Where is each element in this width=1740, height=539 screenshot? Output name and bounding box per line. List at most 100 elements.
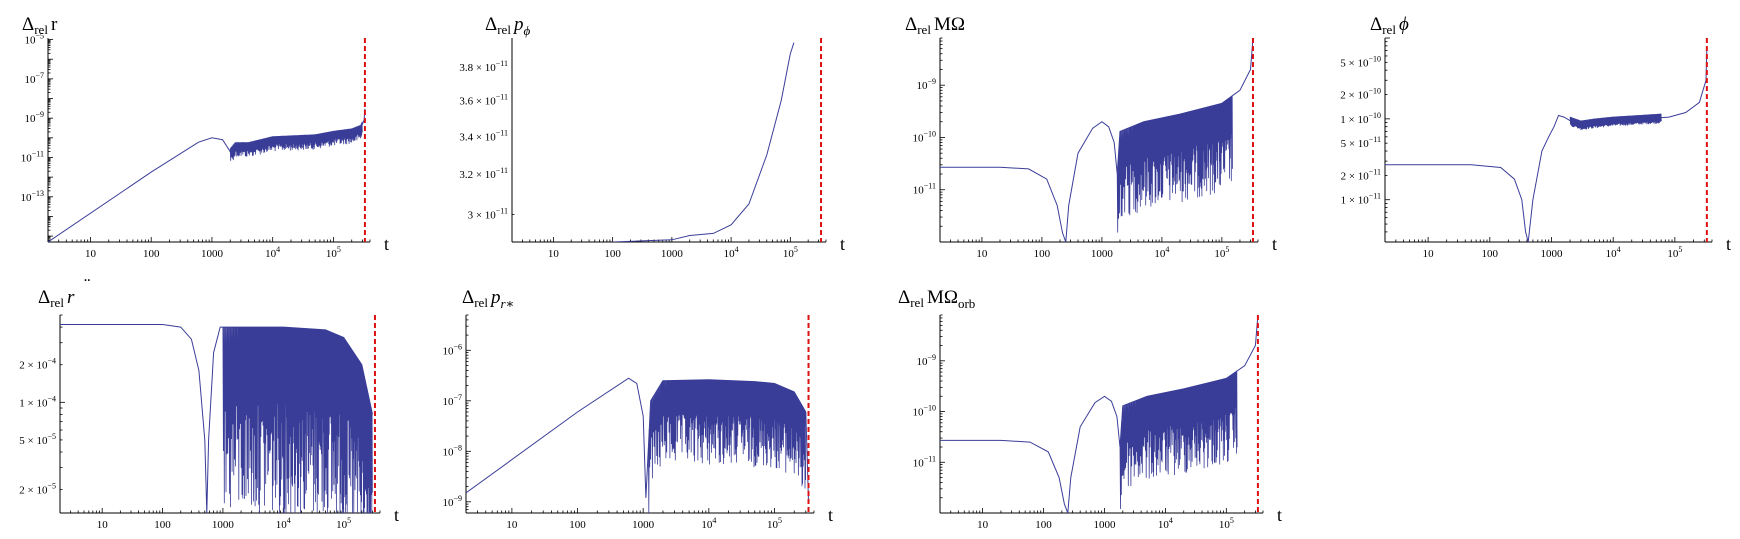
x-tick-label: 1000 [201, 248, 224, 260]
title-subscript: rel [50, 295, 64, 310]
series-oscillation [222, 327, 373, 513]
series-line [612, 42, 795, 242]
x-tick-label: 10 [548, 248, 560, 260]
title-subscript: rel [917, 22, 931, 37]
title-subscript: rel [910, 295, 924, 310]
x-tick-label: 1000 [661, 248, 684, 260]
x-tick-label: 104 [1606, 245, 1621, 260]
y-tick-label: 10−9 [916, 353, 936, 368]
x-tick-label: 100 [154, 519, 171, 531]
y-tick-label: 5 × 10−11 [1341, 135, 1381, 150]
y-tick-label: 2 × 10−10 [1340, 87, 1381, 102]
x-tick-label: 10 [506, 519, 518, 531]
x-tick-label: 1000 [1093, 519, 1116, 531]
y-tick-label: 10−9 [24, 110, 44, 125]
y-tick-label: 10−6 [442, 342, 462, 357]
panel-title: Δrel pϕ [485, 14, 530, 38]
x-tick-label: 104 [276, 516, 291, 531]
x-tick-label: 105 [767, 516, 782, 531]
y-tick-label: 2 × 10−11 [1341, 167, 1381, 182]
y-tick-label: 1 × 10−4 [19, 394, 56, 409]
series-oscillation [648, 379, 806, 513]
y-tick-label: 10−13 [20, 189, 44, 204]
panel-title: Δrel pr∗ [462, 287, 514, 311]
panel-title: Δrel r [22, 14, 58, 37]
x-tick-label: 105 [1219, 516, 1234, 531]
y-tick-label: 10−9 [916, 77, 936, 92]
y-tick-label: 5 × 10−5 [19, 432, 56, 447]
title-quantity: p [512, 14, 524, 35]
title-double-dot: ¨ [84, 275, 90, 296]
series-line [1385, 50, 1708, 242]
y-tick-label: 10−10 [912, 404, 936, 419]
x-axis-label: t [394, 505, 399, 525]
x-tick-label: 105 [326, 245, 341, 260]
title-quantity-subscript: orb [958, 296, 975, 311]
x-tick-label: 100 [1035, 519, 1052, 531]
title-delta: Δ [22, 14, 34, 35]
y-tick-label: 5 × 10−10 [1340, 54, 1381, 69]
title-delta: Δ [485, 14, 497, 35]
y-tick-label: 1 × 10−11 [1341, 192, 1381, 207]
series-oscillation [1119, 371, 1238, 510]
x-tick-label: 100 [1482, 248, 1499, 260]
series-oscillation [1116, 95, 1233, 233]
y-tick-label: 10−8 [442, 443, 462, 458]
x-tick-label: 104 [724, 245, 739, 260]
title-quantity: ϕ [1399, 14, 1409, 35]
x-tick-label: 100 [604, 248, 621, 260]
panel-delta-m-omega: Δrel MΩ 10 100 1000 104 105 t 10−9 10−10 10−11 [905, 14, 1277, 260]
title-subscript: rel [34, 22, 48, 37]
y-tick-label: 10−11 [21, 149, 44, 164]
panel-delta-m-omega-orb: Δrel MΩorb 10 100 1000 104 105 t 10−9 10−10 10−11 [898, 287, 1282, 531]
y-tick-label: 3.2 × 10−11 [459, 166, 508, 181]
x-tick-label: 10 [1423, 248, 1435, 260]
y-tick-label: 10−7 [24, 71, 44, 86]
x-axis-label: t [1726, 234, 1731, 254]
title-quantity-subscript: ϕ [523, 23, 530, 38]
y-tick-label: 3.6 × 10−11 [459, 93, 508, 108]
y-tick-label: 2 × 10−4 [19, 357, 56, 372]
x-tick-label: 104 [1158, 516, 1173, 531]
x-axis-label: t [840, 234, 845, 254]
title-delta: Δ [38, 287, 50, 308]
x-tick-label: 100 [569, 519, 586, 531]
x-tick-label: 104 [701, 516, 716, 531]
panel-delta-p-r-star: Δrel pr∗ 10 100 1000 104 105 t 10−6 10−7 10−8 10−9 [442, 287, 833, 531]
x-tick-label: 100 [1034, 248, 1051, 260]
panel-title: Δrel r [38, 287, 75, 310]
y-tick-label: 3.8 × 10−11 [459, 59, 508, 74]
x-tick-label: 105 [336, 516, 351, 531]
title-quantity: r [51, 14, 58, 35]
y-tick-label: 10−5 [24, 32, 44, 47]
x-axis-label: t [1272, 234, 1277, 254]
panel-delta-r: Δrel r 10 100 1000 104 105 t 10−5 10−7 10−9 10−11 10… [20, 14, 389, 260]
title-subscript: rel [474, 295, 488, 310]
y-tick-label: 3 × 10−11 [468, 206, 508, 221]
title-quantity: MΩ [934, 14, 965, 35]
x-tick-label: 10 [97, 519, 109, 531]
panel-title: Δrel MΩ [905, 14, 965, 37]
series-oscillation [1569, 113, 1662, 131]
x-tick-label: 1000 [1091, 248, 1114, 260]
x-tick-label: 105 [1214, 245, 1229, 260]
y-tick-label: 1 × 10−10 [1340, 111, 1381, 126]
x-tick-label: 104 [265, 245, 280, 260]
x-tick-label: 10 [977, 519, 989, 531]
title-quantity: r [67, 287, 75, 308]
panel-title: Δrel ϕ [1370, 14, 1409, 37]
panel-delta-phi: Δrel ϕ 10 100 1000 104 105 t 5 × 10−10 2 × 10−10 1… [1340, 14, 1731, 260]
title-quantity-subscript: r∗ [500, 296, 514, 311]
y-tick-label: 3.4 × 10−11 [459, 128, 508, 143]
title-quantity: MΩ [927, 287, 958, 308]
y-tick-label: 10−11 [913, 454, 936, 469]
title-delta: Δ [898, 287, 910, 308]
x-tick-label: 10 [85, 248, 97, 260]
x-tick-label: 1000 [212, 519, 235, 531]
series-line [48, 108, 366, 242]
panel-delta-p-phi: Δrel pϕ 10 100 1000 104 105 t 3.8 × 10−11 3.6 × 1… [459, 14, 845, 260]
x-axis-label: t [384, 234, 389, 254]
x-tick-label: 1000 [632, 519, 655, 531]
x-tick-label: 10 [976, 248, 988, 260]
y-tick-label: 10−9 [442, 494, 462, 509]
